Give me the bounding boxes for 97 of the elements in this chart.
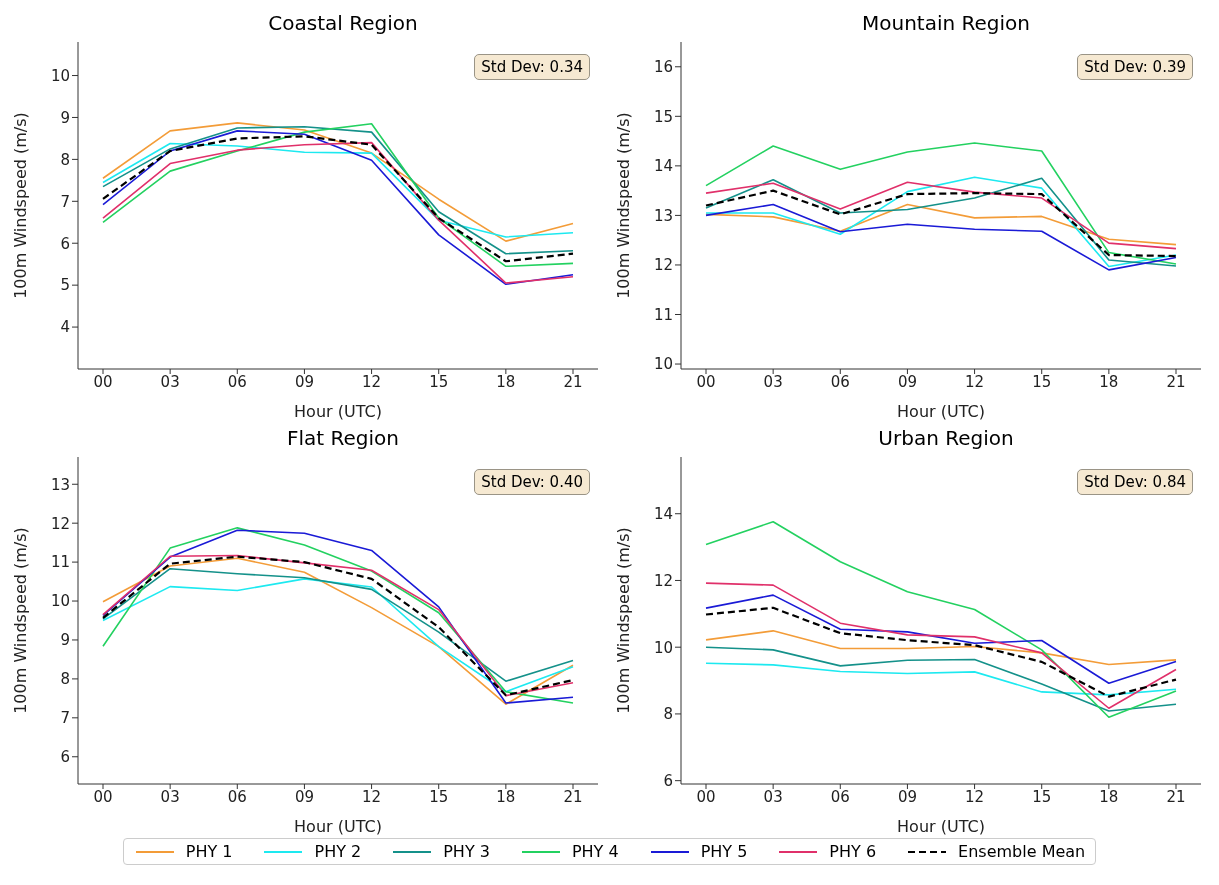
x-tick-label: 18 <box>1099 372 1119 391</box>
y-tick-label: 11 <box>653 305 673 324</box>
x-axis-title: Hour (UTC) <box>294 402 382 421</box>
line-series <box>705 203 1177 246</box>
x-tick-label: 06 <box>227 372 247 391</box>
x-tick-label: 21 <box>1166 372 1186 391</box>
legend-label: PHY 5 <box>700 842 748 861</box>
y-tick-label: 16 <box>653 58 673 77</box>
line-series <box>705 181 1177 250</box>
chart-title: Coastal Region <box>267 10 419 37</box>
line-series <box>705 646 1177 712</box>
x-tick-label: 12 <box>965 787 985 806</box>
y-tick-label: 5 <box>60 276 70 295</box>
line-series <box>705 630 1177 666</box>
x-tick-label: 09 <box>294 787 314 806</box>
x-tick-label: 06 <box>830 372 850 391</box>
chart-title: Flat Region <box>286 425 400 452</box>
x-tick-label: 15 <box>429 787 449 806</box>
x-tick-label: 00 <box>93 372 113 391</box>
legend-label: PHY 1 <box>185 842 233 861</box>
x-tick-label: 15 <box>1032 787 1052 806</box>
x-tick-label: 18 <box>1099 787 1119 806</box>
x-tick-label: 09 <box>897 787 917 806</box>
y-tick-label: 10 <box>50 66 70 85</box>
x-tick-label: 03 <box>763 372 783 391</box>
x-axis-title: Hour (UTC) <box>294 817 382 836</box>
annotation: Std Dev: 0.84 <box>1077 469 1193 495</box>
x-tick-label: 15 <box>1032 372 1052 391</box>
y-tick-label: 11 <box>50 553 70 572</box>
x-tick-label: 12 <box>965 372 985 391</box>
line-series <box>102 578 574 693</box>
x-tick-label: 15 <box>429 372 449 391</box>
legend-label: PHY 3 <box>443 842 490 861</box>
x-tick-label: 21 <box>1166 787 1186 806</box>
y-tick-label: 10 <box>653 355 673 374</box>
annotation: Std Dev: 0.34 <box>474 54 590 80</box>
x-tick-label: 00 <box>93 787 113 806</box>
y-tick-label: 12 <box>50 514 70 533</box>
y-tick-label: 7 <box>60 192 70 211</box>
x-tick-label: 09 <box>294 372 314 391</box>
x-tick-label: 00 <box>696 787 716 806</box>
line-series <box>704 189 1178 258</box>
x-tick-label: 03 <box>763 787 783 806</box>
y-axis-title: 100m Windspeed (m/s) <box>10 112 30 299</box>
y-tick-label: 9 <box>60 108 70 127</box>
x-axis-title: Hour (UTC) <box>897 402 985 421</box>
y-tick-label: 12 <box>653 256 673 275</box>
y-tick-label: 14 <box>653 157 673 176</box>
line-series <box>704 606 1178 698</box>
x-tick-label: 18 <box>496 787 516 806</box>
legend-label: PHY 2 <box>314 842 362 861</box>
y-tick-label: 7 <box>60 709 70 728</box>
line-series <box>705 662 1177 696</box>
x-tick-label: 12 <box>362 787 382 806</box>
annotation: Std Dev: 0.40 <box>474 469 590 495</box>
x-tick-label: 06 <box>830 787 850 806</box>
x-tick-label: 03 <box>160 787 180 806</box>
line-series <box>102 567 574 683</box>
line-series <box>705 582 1177 710</box>
chart-title: Urban Region <box>877 425 1015 452</box>
x-tick-label: 21 <box>563 372 583 391</box>
line-series <box>705 142 1177 265</box>
y-tick-label: 12 <box>653 571 673 590</box>
x-tick-label: 09 <box>897 372 917 391</box>
x-tick-label: 12 <box>362 372 382 391</box>
y-tick-label: 10 <box>653 638 673 657</box>
line-series <box>705 520 1177 719</box>
y-tick-label: 8 <box>60 670 70 689</box>
y-tick-label: 14 <box>653 505 673 524</box>
y-tick-label: 13 <box>653 206 673 225</box>
y-axis-title: 100m Windspeed (m/s) <box>613 112 633 299</box>
y-tick-label: 15 <box>653 107 673 126</box>
line-series <box>102 142 574 238</box>
x-tick-label: 18 <box>496 372 516 391</box>
y-tick-label: 4 <box>60 318 70 337</box>
line-series <box>705 594 1177 685</box>
chart-title: Mountain Region <box>861 10 1031 37</box>
line-series <box>705 203 1177 271</box>
y-tick-label: 13 <box>50 475 70 494</box>
x-tick-label: 06 <box>227 787 247 806</box>
y-axis-title: 100m Windspeed (m/s) <box>10 527 30 714</box>
y-tick-label: 8 <box>60 150 70 169</box>
x-tick-label: 00 <box>696 372 716 391</box>
x-axis-title: Hour (UTC) <box>897 817 985 836</box>
y-tick-label: 10 <box>50 592 70 611</box>
x-tick-label: 21 <box>563 787 583 806</box>
y-tick-label: 8 <box>663 705 673 724</box>
y-tick-label: 9 <box>60 631 70 650</box>
legend-label: Ensemble Mean <box>958 842 1086 861</box>
y-axis-title: 100m Windspeed (m/s) <box>613 527 633 714</box>
y-tick-label: 6 <box>60 234 70 253</box>
x-tick-label: 03 <box>160 372 180 391</box>
y-tick-label: 6 <box>60 748 70 767</box>
y-tick-label: 6 <box>663 771 673 790</box>
legend-label: PHY 4 <box>571 842 619 861</box>
legend-label: PHY 6 <box>829 842 877 861</box>
annotation: Std Dev: 0.39 <box>1077 54 1193 80</box>
